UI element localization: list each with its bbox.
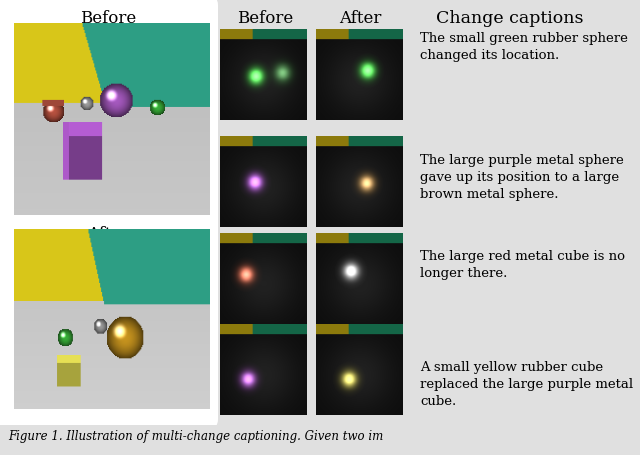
Text: The large red metal cube is no
longer there.: The large red metal cube is no longer th… <box>420 249 625 279</box>
Text: The small green rubber sphere
changed its location.: The small green rubber sphere changed it… <box>420 32 628 62</box>
Text: A small yellow rubber cube
replaced the large purple metal
cube.: A small yellow rubber cube replaced the … <box>420 360 633 407</box>
Text: Before: Before <box>237 10 293 27</box>
FancyBboxPatch shape <box>0 0 218 430</box>
Text: After: After <box>339 10 381 27</box>
FancyBboxPatch shape <box>0 0 640 431</box>
Text: Change captions: Change captions <box>436 10 584 27</box>
Text: After: After <box>87 226 129 243</box>
Text: Figure 1. Illustration of multi-change captioning. Given two im: Figure 1. Illustration of multi-change c… <box>8 429 383 442</box>
Text: Before: Before <box>80 10 136 27</box>
Text: The large purple metal sphere
gave up its position to a large
brown metal sphere: The large purple metal sphere gave up it… <box>420 153 624 200</box>
